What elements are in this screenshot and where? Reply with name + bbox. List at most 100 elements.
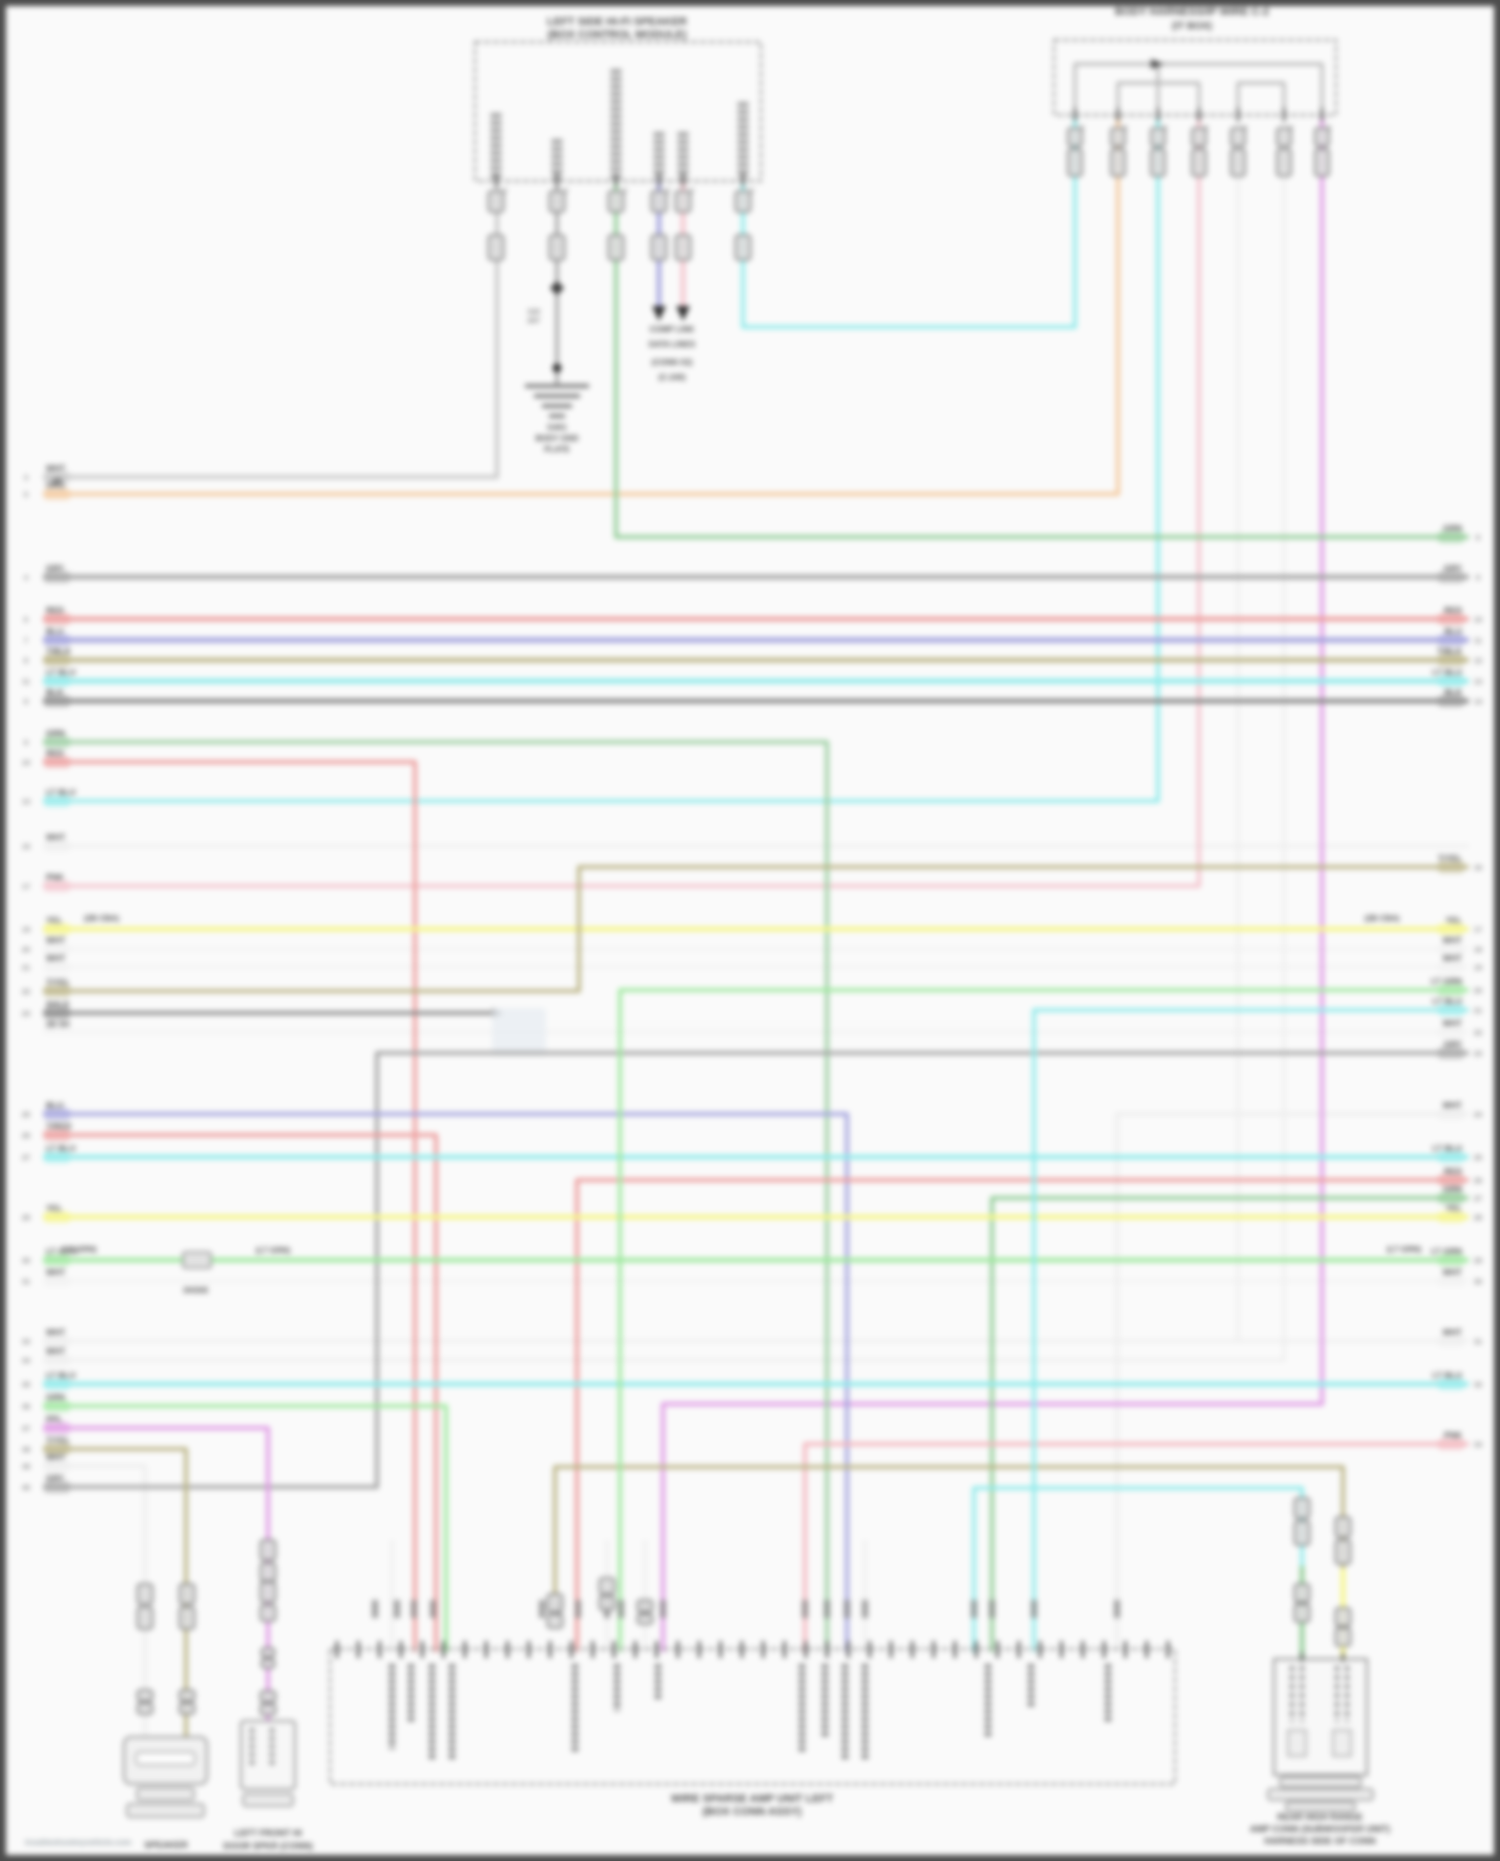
svg-text:30: 30 [22,1256,30,1265]
svg-text:34: 34 [22,1356,31,1365]
svg-text:31: 31 [1474,1337,1482,1346]
svg-text:29: 29 [1474,1256,1482,1265]
svg-text:4: 4 [24,573,29,582]
svg-text:24: 24 [1474,1110,1483,1119]
svg-text:40: 40 [22,1483,30,1492]
svg-text:12: 12 [1474,656,1482,665]
svg-text:2B SH: 2B SH [46,1020,70,1029]
svg-text:(LT GRN): (LT GRN) [62,1245,97,1254]
svg-text:GRN: GRN [1443,523,1462,533]
svg-text:2: 2 [750,188,754,195]
svg-text:8: 8 [24,656,28,665]
svg-text:33: 33 [22,1337,30,1346]
svg-text:GRN: GRN [1443,1184,1462,1194]
svg-text:25: 25 [22,1110,30,1119]
svg-text:BODY GND: BODY GND [536,434,579,443]
svg-text:LT BLU: LT BLU [46,1370,76,1380]
svg-text:(BOX CONTROL MODULE): (BOX CONTROL MODULE) [547,29,686,41]
svg-text:BLU: BLU [46,626,63,636]
svg-text:T/YEL: T/YEL [46,1435,70,1445]
svg-text:20: 20 [1474,986,1482,995]
svg-text:13: 13 [1474,677,1482,686]
svg-text:WHT: WHT [1443,1018,1463,1028]
svg-text:REAR HIGH RANGE: REAR HIGH RANGE [1277,1812,1363,1822]
svg-text:SHLD: SHLD [46,999,69,1009]
svg-text:26: 26 [22,1131,30,1140]
svg-text:23: 23 [1474,1049,1482,1058]
svg-text:T/BLK: T/BLK [1437,646,1463,656]
svg-text:BLU: BLU [1445,626,1462,636]
svg-text:WHT: WHT [46,935,66,945]
svg-text:DATA LINES: DATA LINES [649,340,696,349]
svg-text:GRY: GRY [46,563,64,573]
svg-text:T/YEL: T/YEL [46,977,70,987]
svg-text:(LT GRN): (LT GRN) [256,1246,291,1255]
svg-text:2B: 2B [52,477,62,486]
svg-text:LT GRN: LT GRN [46,1246,77,1256]
svg-text:2: 2 [564,188,568,195]
svg-text:7: 7 [24,636,28,645]
svg-text:AMP CONN (SUBWOOFER UNIT): AMP CONN (SUBWOOFER UNIT) [1250,1824,1390,1834]
svg-text:WHT: WHT [46,1267,66,1277]
svg-text:9: 9 [24,738,28,747]
svg-text:9: 9 [1476,573,1480,582]
svg-text:36: 36 [22,1402,30,1411]
svg-text:2: 2 [666,188,670,195]
svg-text:21: 21 [22,963,30,972]
svg-text:17: 17 [1474,925,1482,934]
svg-text:(2B CBA): (2B CBA) [1364,914,1399,923]
svg-text:S20: S20 [528,309,541,316]
svg-text:5: 5 [24,490,28,499]
svg-text:WHT: WHT [46,1346,66,1356]
svg-text:30: 30 [1474,1277,1482,1286]
svg-text:WHT: WHT [46,953,66,963]
svg-text:G401: G401 [547,423,567,432]
svg-text:19: 19 [22,925,30,934]
svg-text:T/YEL: T/YEL [1438,853,1462,863]
svg-text:JNT: JNT [527,318,541,325]
svg-text:(BOX CONN ASSY): (BOX CONN ASSY) [702,1806,802,1818]
svg-text:(2B CBA): (2B CBA) [84,914,119,923]
svg-text:LT BLU: LT BLU [46,787,76,797]
svg-text:35: 35 [22,1380,30,1389]
svg-text:LT BLU: LT BLU [1432,996,1462,1006]
svg-text:22: 22 [1474,1028,1482,1037]
svg-text:ORG: ORG [46,480,66,490]
svg-text:20: 20 [22,945,30,954]
svg-text:6: 6 [24,615,28,624]
svg-text:WHT: WHT [1443,953,1463,963]
svg-text:WHT: WHT [46,1327,66,1337]
svg-text:BLK: BLK [46,687,64,697]
svg-text:GRN: GRN [46,1392,65,1402]
svg-text:LT BLU: LT BLU [1432,1370,1462,1380]
svg-text:BLU: BLU [46,1100,63,1110]
svg-text:COMP LINK: COMP LINK [650,325,695,334]
svg-text:HARNESS SIDE OF CONN: HARNESS SIDE OF CONN [1264,1836,1376,1846]
svg-text:troubleshootmyvehicle.com: troubleshootmyvehicle.com [25,1838,131,1847]
svg-text:GRY: GRY [1444,563,1462,573]
svg-text:39: 39 [22,1462,30,1471]
svg-text:WIRE SPARSE AMP UNIT LEFT: WIRE SPARSE AMP UNIT LEFT [671,1793,834,1805]
svg-text:WHT: WHT [46,1452,66,1462]
svg-text:13: 13 [22,797,30,806]
svg-text:LT GRN: LT GRN [1431,976,1462,986]
svg-text:LEFT SIDE HI-FI SPEAKER: LEFT SIDE HI-FI SPEAKER [547,16,687,28]
svg-text:25: 25 [1474,1153,1482,1162]
svg-text:WHT: WHT [46,463,66,473]
svg-text:27: 27 [1474,1194,1482,1203]
svg-text:YEL: YEL [1445,1203,1462,1213]
svg-text:33: 33 [1474,1440,1482,1449]
svg-text:T/BLK: T/BLK [46,646,72,656]
svg-text:RED: RED [1444,1166,1462,1176]
svg-text:14: 14 [1474,697,1483,706]
svg-text:WHT: WHT [1443,1100,1463,1110]
svg-text:LT BLU: LT BLU [46,667,76,677]
svg-text:RED: RED [46,605,64,615]
svg-text:37: 37 [22,1424,30,1433]
svg-text:WHT: WHT [1443,1327,1463,1337]
svg-text:(LT GRN): (LT GRN) [1387,1245,1422,1254]
svg-text:RED: RED [1444,605,1462,615]
svg-text:YEL: YEL [1445,915,1462,925]
svg-text:31: 31 [22,1277,30,1286]
svg-text:28: 28 [1474,1213,1482,1222]
